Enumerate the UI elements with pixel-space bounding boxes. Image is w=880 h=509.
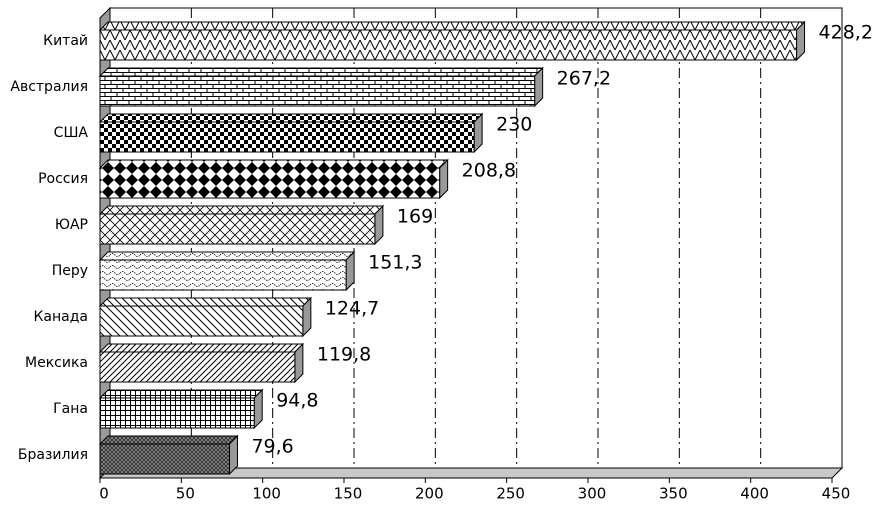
x-tick-label: 300 (578, 485, 607, 503)
bar-top (98, 251, 356, 261)
x-tick-label: 0 (99, 485, 109, 503)
y-tick-label: Австралия (10, 79, 88, 95)
y-tick-label: Канада (33, 309, 88, 325)
bar-top (98, 297, 313, 307)
bar (99, 167, 441, 199)
bar (99, 305, 304, 337)
value-label: 151,3 (368, 252, 422, 274)
bar (99, 259, 347, 291)
value-label: 124,7 (325, 298, 379, 320)
x-tick-label: 350 (659, 485, 688, 503)
y-tick-label: США (54, 125, 89, 141)
bar (99, 75, 536, 107)
y-tick-label: Гана (53, 401, 88, 417)
bar-top (98, 67, 544, 77)
x-tick-label: 200 (415, 485, 444, 503)
x-tick-label: 100 (252, 485, 281, 503)
y-tick-label: Мексика (25, 355, 88, 371)
bar-top (98, 205, 385, 215)
bar (99, 443, 230, 475)
value-label: 208,8 (462, 160, 516, 182)
y-tick-label: Бразилия (18, 447, 88, 463)
value-label: 230 (496, 114, 532, 136)
x-tick-label: 150 (334, 485, 363, 503)
value-label: 119,8 (317, 344, 371, 366)
value-label: 79,6 (251, 436, 293, 458)
bar-top (98, 389, 264, 399)
y-tick-label: Китай (43, 33, 88, 49)
y-tick-label: Россия (38, 171, 88, 187)
value-label: 428,2 (819, 22, 873, 44)
value-label: 169 (397, 206, 433, 228)
x-tick-label: 450 (822, 485, 851, 503)
bar-top (98, 21, 806, 31)
bar-top (98, 159, 449, 169)
bar (99, 397, 255, 429)
bar-top (98, 343, 305, 353)
bar-top (98, 435, 239, 445)
y-tick-label: Перу (52, 263, 88, 279)
bar (99, 121, 475, 153)
bar-top (98, 113, 484, 123)
value-label: 267,2 (557, 68, 611, 90)
x-tick-label: 250 (496, 485, 525, 503)
bar (99, 29, 798, 61)
y-tick-label: ЮАР (55, 217, 88, 233)
x-tick-label: 400 (740, 485, 769, 503)
bar (99, 213, 376, 245)
bar (99, 351, 296, 383)
x-tick-label: 50 (176, 485, 195, 503)
value-label: 94,8 (276, 390, 318, 412)
